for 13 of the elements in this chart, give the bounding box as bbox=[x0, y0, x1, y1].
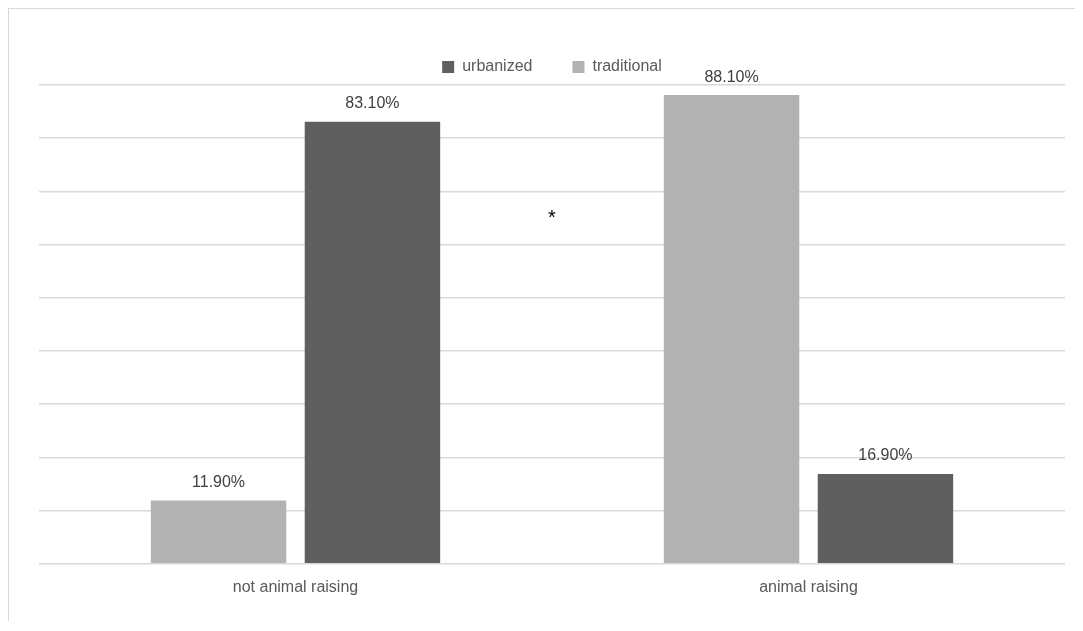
data-label: 11.90% bbox=[192, 472, 246, 490]
annotation: * bbox=[548, 206, 557, 229]
legend-label: urbanized bbox=[462, 57, 533, 75]
bar bbox=[150, 500, 287, 564]
bar bbox=[304, 121, 441, 564]
legend-label: traditional bbox=[592, 57, 662, 75]
data-label: 88.10% bbox=[704, 67, 759, 85]
x-tick-label: animal raising bbox=[759, 577, 858, 595]
data-label: 83.10% bbox=[345, 94, 400, 112]
data-label: 16.90% bbox=[858, 446, 913, 464]
bar bbox=[663, 95, 800, 564]
bar bbox=[817, 473, 954, 564]
x-tick-label: not animal raising bbox=[232, 577, 359, 595]
